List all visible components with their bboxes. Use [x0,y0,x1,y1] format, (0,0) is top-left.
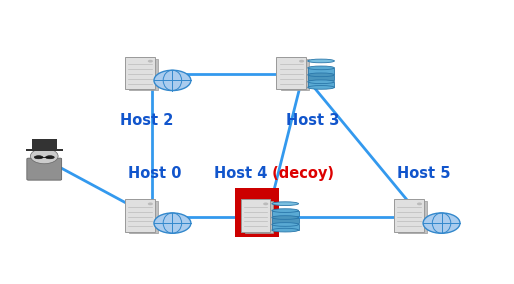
FancyBboxPatch shape [125,199,155,231]
Text: Host 4: Host 4 [214,166,267,181]
Circle shape [417,202,422,205]
FancyBboxPatch shape [125,57,155,89]
Ellipse shape [34,156,43,159]
Text: Host 0: Host 0 [127,166,181,181]
Circle shape [30,149,58,164]
FancyBboxPatch shape [130,201,158,233]
Ellipse shape [272,202,299,206]
Bar [308,82,335,87]
Text: (decoy): (decoy) [267,166,334,181]
Circle shape [154,213,191,233]
Bar [272,218,299,223]
Text: Host 3: Host 3 [286,113,339,128]
Circle shape [299,60,304,62]
Bar [32,139,57,149]
Text: Host 2: Host 2 [120,113,174,128]
Ellipse shape [308,85,335,89]
Bar [272,211,299,216]
Bar [235,188,279,237]
Ellipse shape [308,73,335,77]
Ellipse shape [308,80,335,83]
FancyBboxPatch shape [277,57,306,89]
Ellipse shape [272,216,299,219]
FancyBboxPatch shape [394,199,424,231]
Circle shape [154,70,191,91]
Bar [308,68,335,74]
Ellipse shape [46,156,54,159]
FancyBboxPatch shape [27,158,62,180]
FancyBboxPatch shape [130,59,158,90]
Circle shape [263,202,268,205]
FancyBboxPatch shape [245,201,273,233]
Ellipse shape [272,228,299,232]
Ellipse shape [272,209,299,212]
Ellipse shape [308,66,335,70]
Ellipse shape [272,223,299,226]
Text: Host 5: Host 5 [397,166,450,181]
Bar [26,149,63,151]
FancyBboxPatch shape [398,201,427,233]
Circle shape [423,213,460,233]
Bar [272,224,299,230]
Bar [308,75,335,80]
Circle shape [148,60,153,62]
FancyBboxPatch shape [241,199,270,231]
Circle shape [148,202,153,205]
Ellipse shape [308,59,335,63]
FancyBboxPatch shape [281,59,309,90]
